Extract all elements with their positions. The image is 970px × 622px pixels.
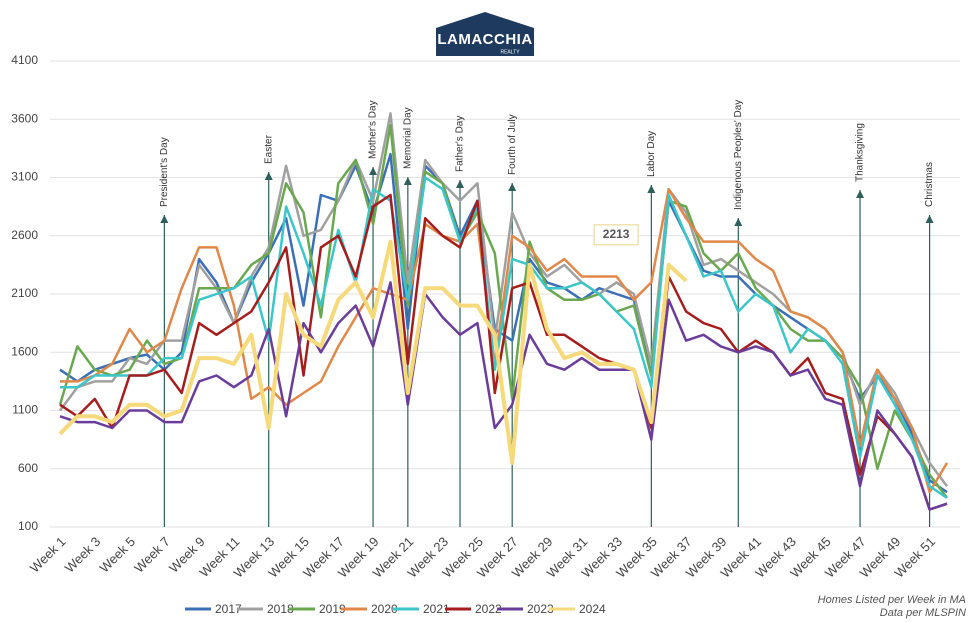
legend-label: 2024 (579, 602, 606, 616)
x-tick-label: Week 3 (62, 534, 104, 576)
y-tick-label: 1600 (11, 344, 38, 358)
logo-box (436, 28, 534, 56)
legend-label: 2021 (423, 602, 450, 616)
legend-label: 2019 (319, 602, 346, 616)
data-label-box (593, 224, 639, 246)
legend-label: 2018 (267, 602, 294, 616)
annotation-label: Indigenous Peoples' Day (733, 100, 744, 210)
y-tick-label: 2100 (11, 286, 38, 300)
annotation-arrow (160, 215, 169, 223)
y-tick-label: 100 (18, 519, 38, 533)
legend-label: 2020 (371, 602, 398, 616)
annotation-label: Labor Day (646, 131, 657, 177)
logo-sub: REALTY (500, 49, 520, 55)
series-line (59, 193, 948, 511)
annotation-label: Mother's Day (368, 100, 379, 159)
legend-label: 2023 (527, 602, 554, 616)
y-tick-label: 3600 (11, 111, 38, 125)
note: Homes Listed per Week in MA (818, 594, 966, 606)
y-tick-label: 4100 (11, 53, 38, 67)
annotation-label: Father's Day (455, 116, 466, 172)
annotation-label: President's Day (159, 137, 170, 207)
annotation-arrow (264, 172, 273, 180)
y-tick-label: 2600 (11, 228, 38, 242)
y-tick-label: 600 (18, 461, 38, 475)
y-tick-label: 1100 (12, 403, 38, 417)
annotation-arrow (647, 185, 656, 193)
y-tick-label: 3100 (11, 170, 38, 184)
annotation-arrow (508, 183, 517, 191)
logo: LAMACCHIA REALTY (436, 12, 534, 56)
annotation-label: Memorial Day (402, 107, 413, 169)
annotation-arrow (369, 167, 378, 175)
legend-label: 2017 (215, 602, 242, 616)
note: Data per MLSPIN (880, 607, 966, 619)
series-line (60, 187, 949, 494)
x-tick-label: Week 7 (131, 534, 173, 576)
annotation-arrow (403, 177, 412, 185)
logo-name: LAMACCHIA (437, 31, 532, 48)
data-label: 2213 (603, 227, 630, 241)
annotation-label: Easter (263, 134, 274, 164)
annotation-arrow (734, 218, 743, 226)
series-line (58, 239, 688, 465)
annotation-arrow (925, 215, 934, 223)
x-tick-label: Week 5 (97, 534, 139, 576)
series-line (60, 176, 948, 499)
x-tick-label: Week 1 (27, 534, 69, 576)
series-line (58, 123, 949, 499)
annotation-label: Christmas (924, 162, 935, 207)
annotation-label: Fourth of July (507, 114, 518, 175)
annotation-arrow (456, 180, 465, 188)
annotation-arrow (856, 190, 865, 198)
legend-label: 2022 (475, 602, 502, 616)
series-line (59, 281, 948, 511)
annotation-label: Thanksgiving (855, 123, 866, 182)
logo-roof (436, 12, 534, 28)
